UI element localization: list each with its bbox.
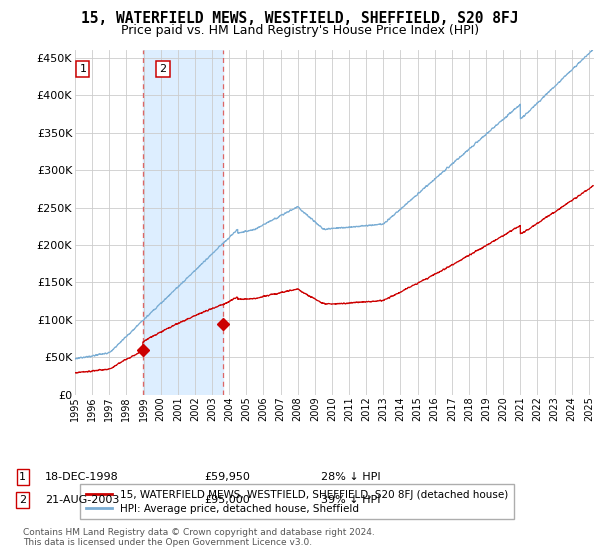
Text: £95,000: £95,000 (204, 495, 250, 505)
Text: 18-DEC-1998: 18-DEC-1998 (45, 472, 119, 482)
Legend: 15, WATERFIELD MEWS, WESTFIELD, SHEFFIELD, S20 8FJ (detached house), HPI: Averag: 15, WATERFIELD MEWS, WESTFIELD, SHEFFIEL… (80, 484, 514, 520)
Text: Contains HM Land Registry data © Crown copyright and database right 2024.
This d: Contains HM Land Registry data © Crown c… (23, 528, 374, 547)
Bar (143, 50, 223, 395)
Text: 21-AUG-2003: 21-AUG-2003 (45, 495, 119, 505)
Text: £59,950: £59,950 (204, 472, 250, 482)
Text: 39% ↓ HPI: 39% ↓ HPI (321, 495, 380, 505)
Text: 15, WATERFIELD MEWS, WESTFIELD, SHEFFIELD, S20 8FJ: 15, WATERFIELD MEWS, WESTFIELD, SHEFFIEL… (81, 11, 519, 26)
Text: 1: 1 (19, 472, 26, 482)
Text: 2: 2 (160, 64, 167, 74)
Text: 28% ↓ HPI: 28% ↓ HPI (321, 472, 380, 482)
Text: 2: 2 (19, 495, 26, 505)
Text: 1: 1 (79, 64, 86, 74)
Text: Price paid vs. HM Land Registry's House Price Index (HPI): Price paid vs. HM Land Registry's House … (121, 24, 479, 37)
